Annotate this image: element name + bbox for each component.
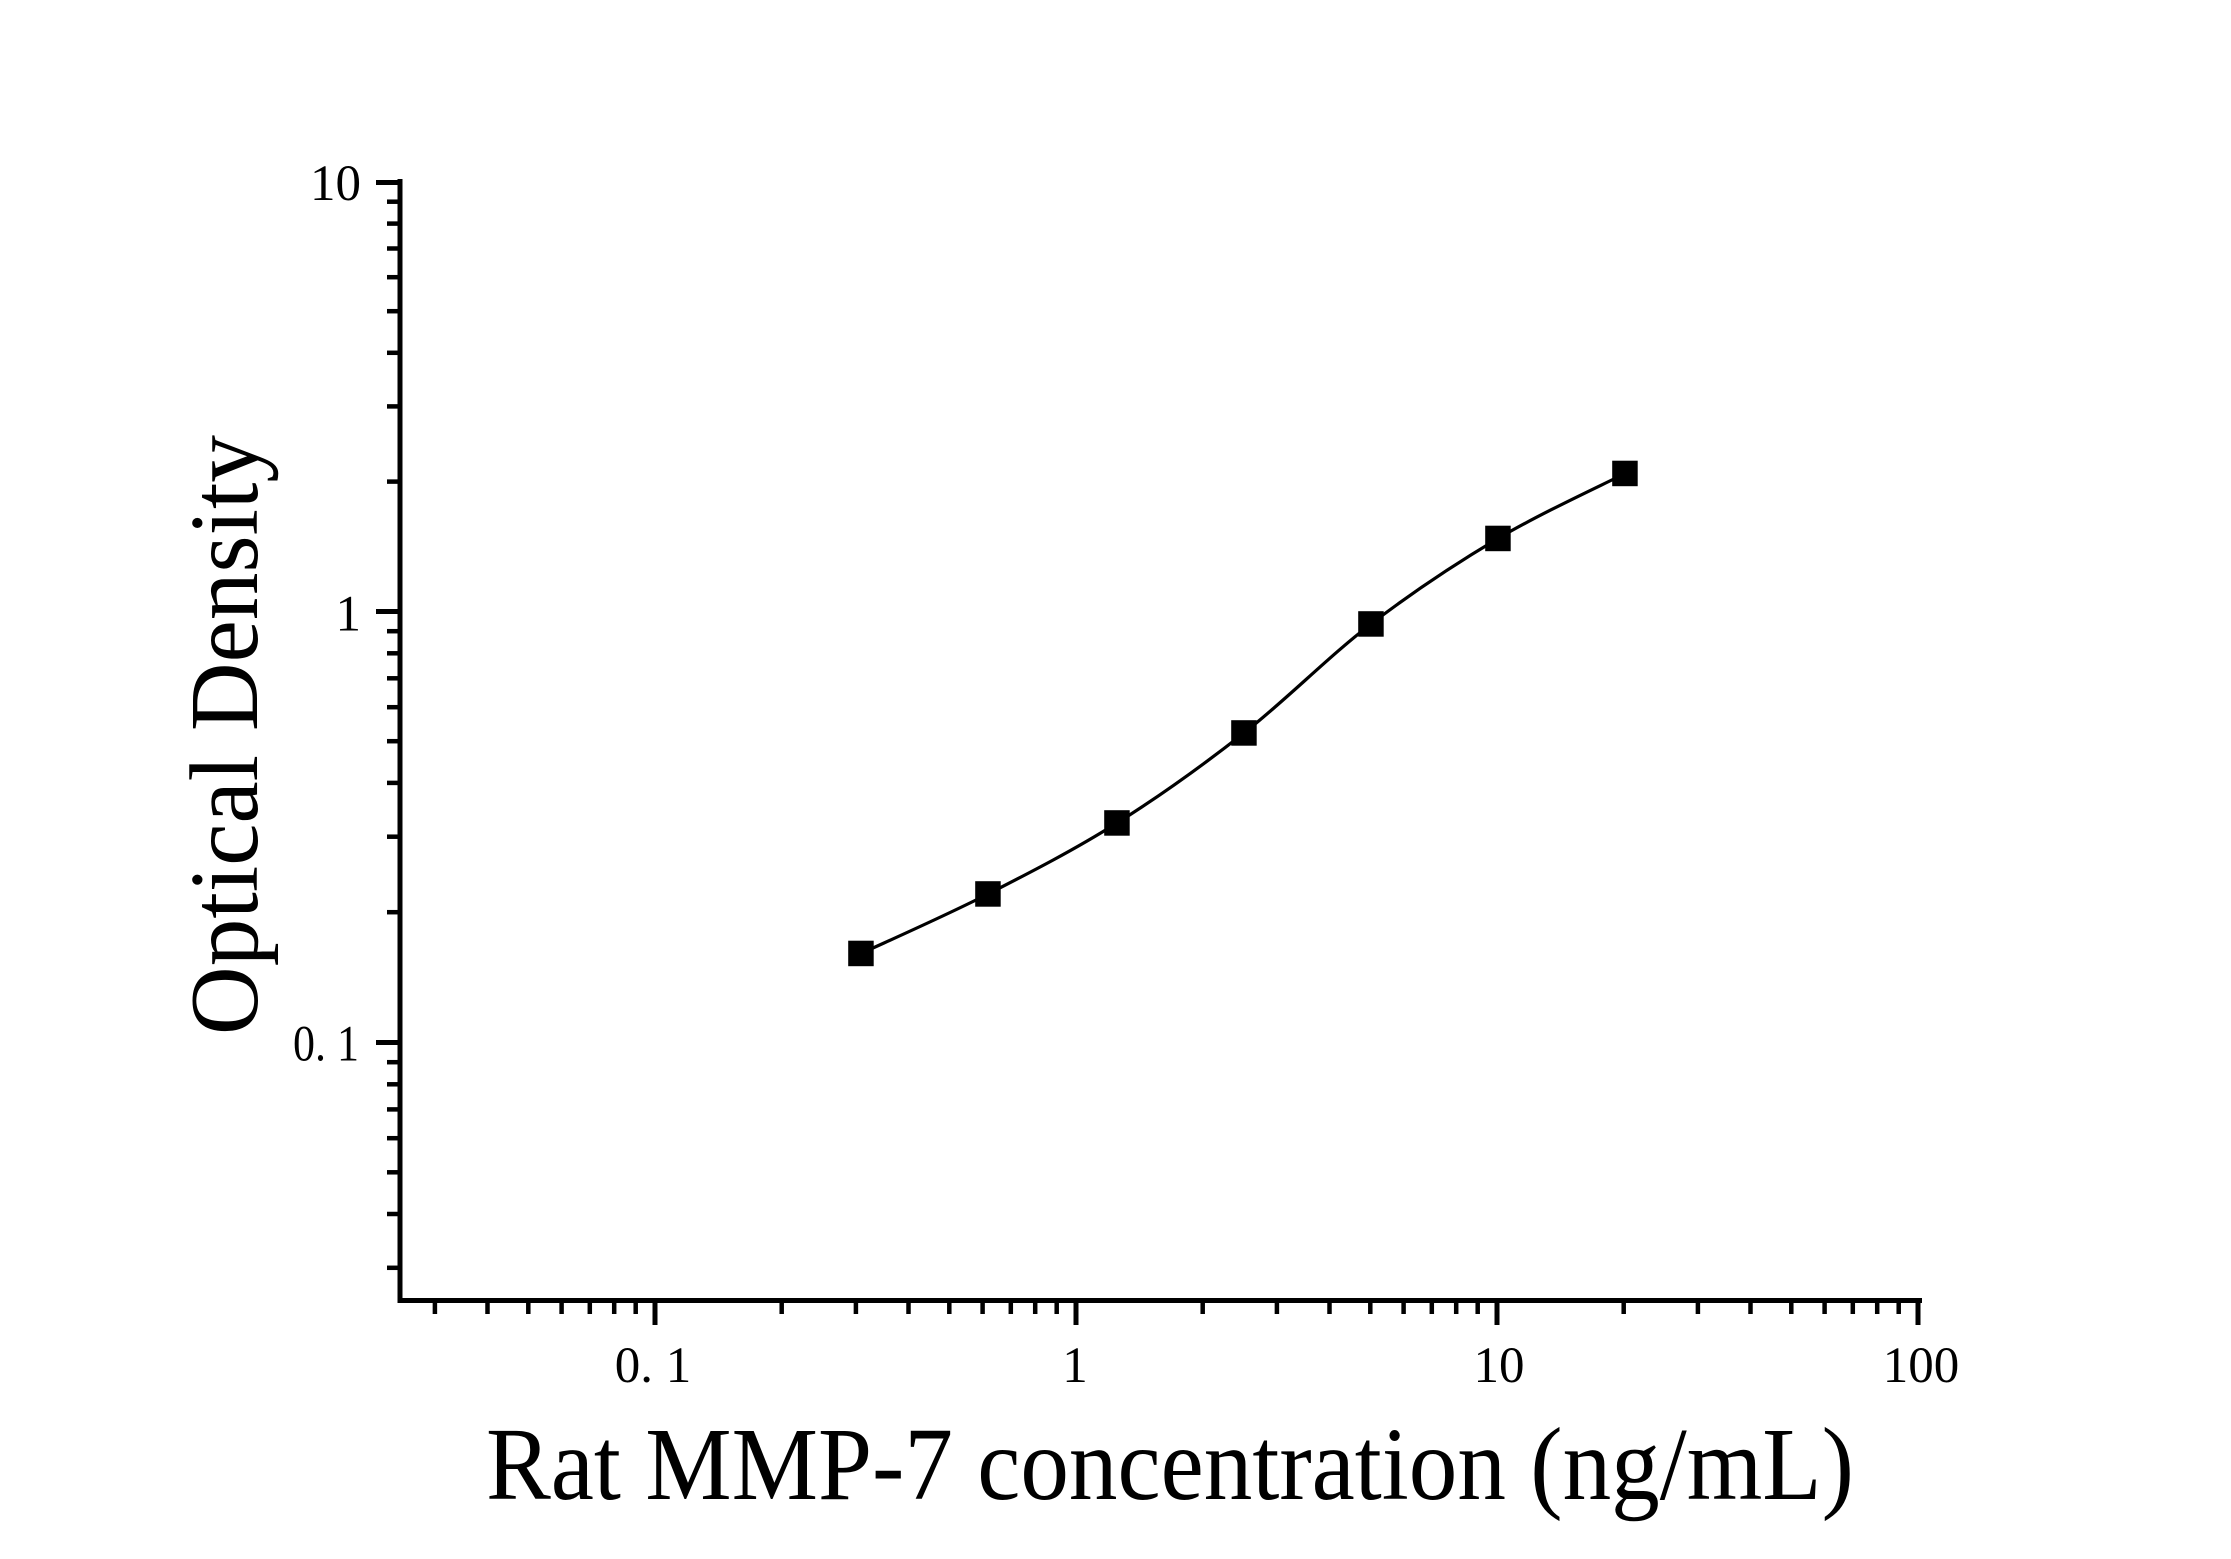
svg-text:Rat MMP-7 concentration (ng/mL: Rat MMP-7 concentration (ng/mL): [486, 1407, 1854, 1522]
svg-text:1: 1: [336, 587, 362, 643]
svg-text:10: 10: [1474, 1338, 1525, 1394]
svg-text:10: 10: [310, 156, 361, 212]
svg-text:100: 100: [1883, 1338, 1960, 1394]
svg-text:0. 1: 0. 1: [293, 1017, 359, 1073]
svg-text:Optical Density: Optical Density: [171, 435, 278, 1035]
svg-text:0. 1: 0. 1: [615, 1338, 692, 1394]
svg-text:1: 1: [1062, 1338, 1088, 1394]
